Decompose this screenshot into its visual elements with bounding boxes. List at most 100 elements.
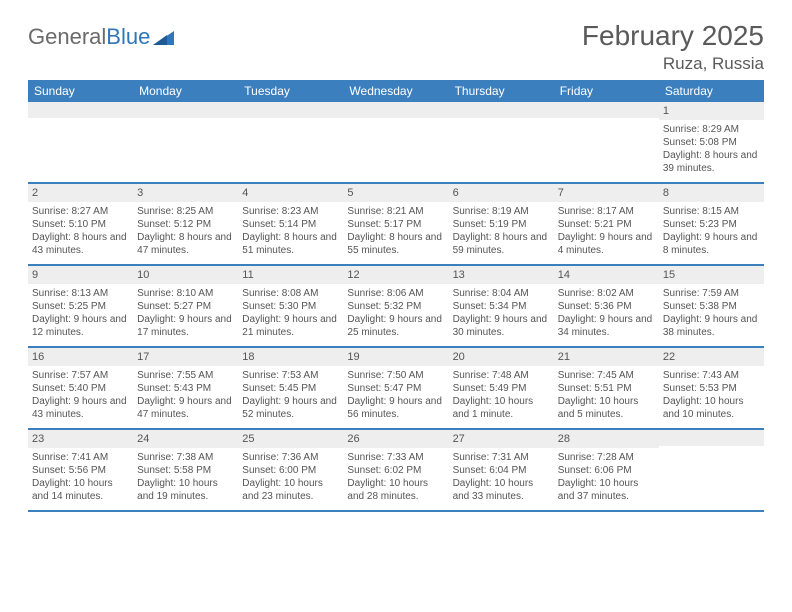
sunrise-text: Sunrise: 7:41 AM	[32, 451, 129, 464]
day-number: 4	[238, 184, 343, 202]
sunset-text: Sunset: 6:06 PM	[558, 464, 655, 477]
week-row: 23 Sunrise: 7:41 AMSunset: 5:56 PM Dayligh…	[28, 430, 764, 512]
sunset-text: Sunset: 5:12 PM	[137, 218, 234, 231]
sunset-text: Sunset: 5:23 PM	[663, 218, 760, 231]
day-cell-blank	[343, 102, 448, 182]
brand-logo: GeneralBlue	[28, 20, 175, 50]
sunrise-text: Sunrise: 7:53 AM	[242, 369, 339, 382]
day-number: 27	[449, 430, 554, 448]
day-number: 2	[28, 184, 133, 202]
sunrise-text: Sunrise: 8:27 AM	[32, 205, 129, 218]
daylight-text: Daylight: 9 hours and 12 minutes.	[32, 313, 129, 339]
daylight-text: Daylight: 10 hours and 33 minutes.	[453, 477, 550, 503]
day-cell: 18Sunrise: 7:53 AMSunset: 5:45 PMDayligh…	[238, 348, 343, 428]
calendar-page: GeneralBlue February 2025 Ruza, Russia S…	[0, 0, 792, 512]
weekday-saturday: Saturday	[659, 80, 764, 102]
daylight-text: Daylight: 9 hours and 8 minutes.	[663, 231, 760, 257]
month-title: February 2025	[582, 20, 764, 52]
day-cell: 19Sunrise: 7:50 AMSunset: 5:47 PMDayligh…	[343, 348, 448, 428]
day-cell: 20Sunrise: 7:48 AMSunset: 5:49 PMDayligh…	[449, 348, 554, 428]
brand-part2: Blue	[106, 24, 150, 50]
daylight-text: Daylight: 8 hours and 43 minutes.	[32, 231, 129, 257]
day-cell-blank	[659, 430, 764, 510]
day-number: 18	[238, 348, 343, 366]
day-cell-blank	[449, 102, 554, 182]
sunset-text: Sunset: 5:40 PM	[32, 382, 129, 395]
sunset-text: Sunset: 5:30 PM	[242, 300, 339, 313]
day-cell: 4Sunrise: 8:23 AMSunset: 5:14 PMDaylight…	[238, 184, 343, 264]
day-cell: 22Sunrise: 7:43 AMSunset: 5:53 PMDayligh…	[659, 348, 764, 428]
sunset-text: Sunset: 5:25 PM	[32, 300, 129, 313]
day-number	[554, 102, 659, 118]
day-cell-blank	[28, 102, 133, 182]
day-number	[238, 102, 343, 118]
sunrise-text: Sunrise: 7:28 AM	[558, 451, 655, 464]
sunrise-text: Sunrise: 7:31 AM	[453, 451, 550, 464]
sunset-text: Sunset: 5:19 PM	[453, 218, 550, 231]
day-number: 23	[28, 430, 133, 448]
day-cell: 27 Sunrise: 7:31 AMSunset: 6:04 PMDayligh…	[449, 430, 554, 510]
daylight-text: Daylight: 9 hours and 47 minutes.	[137, 395, 234, 421]
day-cell: 12Sunrise: 8:06 AMSunset: 5:32 PMDayligh…	[343, 266, 448, 346]
daylight-text: Daylight: 10 hours and 28 minutes.	[347, 477, 444, 503]
daylight-text: Daylight: 10 hours and 19 minutes.	[137, 477, 234, 503]
sunrise-text: Sunrise: 8:04 AM	[453, 287, 550, 300]
weekday-friday: Friday	[554, 80, 659, 102]
daylight-text: Daylight: 8 hours and 39 minutes.	[663, 149, 760, 175]
sunset-text: Sunset: 6:04 PM	[453, 464, 550, 477]
day-cell: 7Sunrise: 8:17 AMSunset: 5:21 PMDaylight…	[554, 184, 659, 264]
daylight-text: Daylight: 9 hours and 4 minutes.	[558, 231, 655, 257]
day-number: 14	[554, 266, 659, 284]
sunrise-text: Sunrise: 7:38 AM	[137, 451, 234, 464]
daylight-text: Daylight: 8 hours and 59 minutes.	[453, 231, 550, 257]
day-cell-blank	[133, 102, 238, 182]
brand-part1: General	[28, 24, 106, 50]
sunset-text: Sunset: 6:00 PM	[242, 464, 339, 477]
sunrise-text: Sunrise: 8:02 AM	[558, 287, 655, 300]
sunrise-text: Sunrise: 8:19 AM	[453, 205, 550, 218]
daylight-text: Daylight: 10 hours and 37 minutes.	[558, 477, 655, 503]
day-cell: 5Sunrise: 8:21 AMSunset: 5:17 PMDaylight…	[343, 184, 448, 264]
sunset-text: Sunset: 5:38 PM	[663, 300, 760, 313]
sunset-text: Sunset: 5:49 PM	[453, 382, 550, 395]
day-number: 11	[238, 266, 343, 284]
weekday-tuesday: Tuesday	[238, 80, 343, 102]
sunrise-text: Sunrise: 7:33 AM	[347, 451, 444, 464]
day-number: 3	[133, 184, 238, 202]
sunset-text: Sunset: 5:56 PM	[32, 464, 129, 477]
day-cell-blank	[554, 102, 659, 182]
sunset-text: Sunset: 5:53 PM	[663, 382, 760, 395]
sunset-text: Sunset: 5:27 PM	[137, 300, 234, 313]
sunset-text: Sunset: 5:08 PM	[663, 136, 760, 149]
week-row: 9Sunrise: 8:13 AMSunset: 5:25 PMDaylight…	[28, 266, 764, 348]
daylight-text: Daylight: 9 hours and 25 minutes.	[347, 313, 444, 339]
daylight-text: Daylight: 9 hours and 56 minutes.	[347, 395, 444, 421]
sunrise-text: Sunrise: 7:36 AM	[242, 451, 339, 464]
day-number: 19	[343, 348, 448, 366]
day-number: 20	[449, 348, 554, 366]
daylight-text: Daylight: 8 hours and 47 minutes.	[137, 231, 234, 257]
day-number: 12	[343, 266, 448, 284]
sunset-text: Sunset: 5:10 PM	[32, 218, 129, 231]
day-cell: 24Sunrise: 7:38 AMSunset: 5:58 PMDayligh…	[133, 430, 238, 510]
day-number: 25	[238, 430, 343, 448]
day-number: 1	[659, 102, 764, 120]
day-number: 26	[343, 430, 448, 448]
sunrise-text: Sunrise: 7:48 AM	[453, 369, 550, 382]
sunset-text: Sunset: 5:34 PM	[453, 300, 550, 313]
day-number: 24	[133, 430, 238, 448]
sunrise-text: Sunrise: 8:23 AM	[242, 205, 339, 218]
day-number: 7	[554, 184, 659, 202]
sunset-text: Sunset: 5:47 PM	[347, 382, 444, 395]
daylight-text: Daylight: 10 hours and 10 minutes.	[663, 395, 760, 421]
day-cell: 28Sunrise: 7:28 AMSunset: 6:06 PMDayligh…	[554, 430, 659, 510]
sunrise-text: Sunrise: 7:45 AM	[558, 369, 655, 382]
weekday-wednesday: Wednesday	[343, 80, 448, 102]
sunrise-text: Sunrise: 8:21 AM	[347, 205, 444, 218]
day-number: 22	[659, 348, 764, 366]
day-number: 5	[343, 184, 448, 202]
daylight-text: Daylight: 9 hours and 43 minutes.	[32, 395, 129, 421]
sunset-text: Sunset: 5:36 PM	[558, 300, 655, 313]
sunrise-text: Sunrise: 8:10 AM	[137, 287, 234, 300]
day-number: 21	[554, 348, 659, 366]
